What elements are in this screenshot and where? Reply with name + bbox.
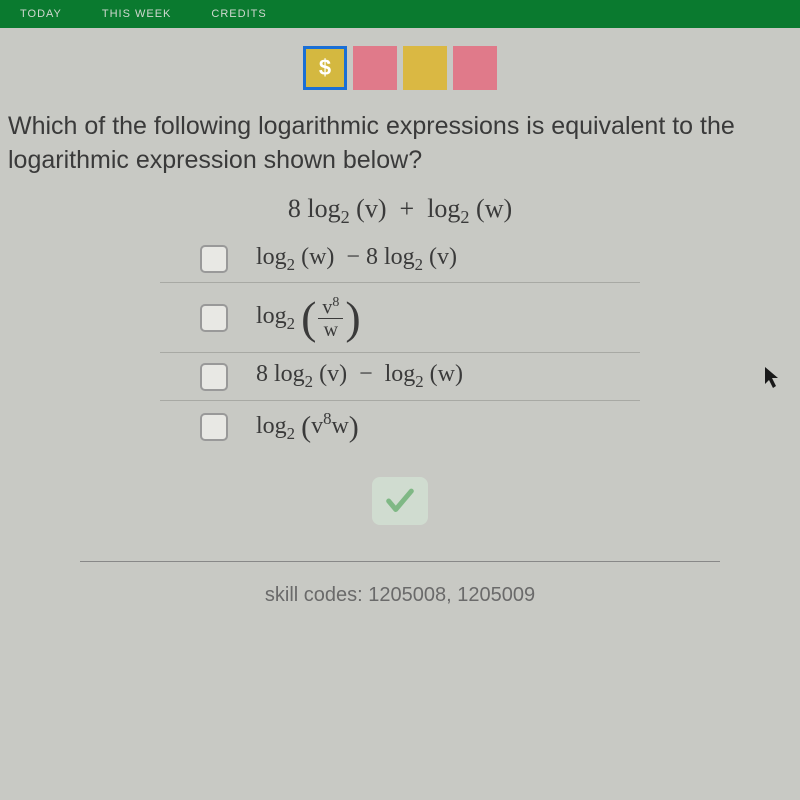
option-4[interactable]: log2 (v8w) xyxy=(160,401,640,452)
option-4-math: log2 (v8w) xyxy=(246,409,640,444)
cursor-icon xyxy=(764,366,782,396)
topbar-today[interactable]: TODAY xyxy=(20,8,62,20)
given-expression: 8 log2 (v) + log2 (w) xyxy=(0,188,800,236)
option-3-math: 8 log2 (v) − log2 (w) xyxy=(246,361,640,392)
topbar-week[interactable]: THIS WEEK xyxy=(102,8,172,20)
checkbox-1[interactable] xyxy=(200,245,228,273)
checkbox-3[interactable] xyxy=(200,363,228,391)
option-1[interactable]: log2 (w) − 8 log2 (v) xyxy=(160,236,640,284)
top-bar: TODAY THIS WEEK CREDITS xyxy=(0,0,800,28)
checkbox-4[interactable] xyxy=(200,413,228,441)
question-text: Which of the following logarithmic expre… xyxy=(0,98,800,188)
checkmark-icon xyxy=(383,484,417,518)
submit-button[interactable] xyxy=(372,477,428,525)
progress-tile-3[interactable] xyxy=(453,46,497,90)
checkbox-2[interactable] xyxy=(200,304,228,332)
option-2[interactable]: log2 (v8w) xyxy=(160,283,640,353)
skill-codes: skill codes: 1205008, 1205009 xyxy=(0,562,800,607)
option-2-math: log2 (v8w) xyxy=(246,291,640,344)
progress-tile-2[interactable] xyxy=(403,46,447,90)
option-3[interactable]: 8 log2 (v) − log2 (w) xyxy=(160,353,640,401)
topbar-credits[interactable]: CREDITS xyxy=(211,8,266,20)
answer-options: log2 (w) − 8 log2 (v) log2 (v8w) 8 log2 … xyxy=(160,236,640,453)
progress-tiles: $ xyxy=(0,28,800,98)
dollar-icon: $ xyxy=(319,55,331,81)
progress-tile-1[interactable] xyxy=(353,46,397,90)
progress-tile-active[interactable]: $ xyxy=(303,46,347,90)
option-1-math: log2 (w) − 8 log2 (v) xyxy=(246,244,640,275)
